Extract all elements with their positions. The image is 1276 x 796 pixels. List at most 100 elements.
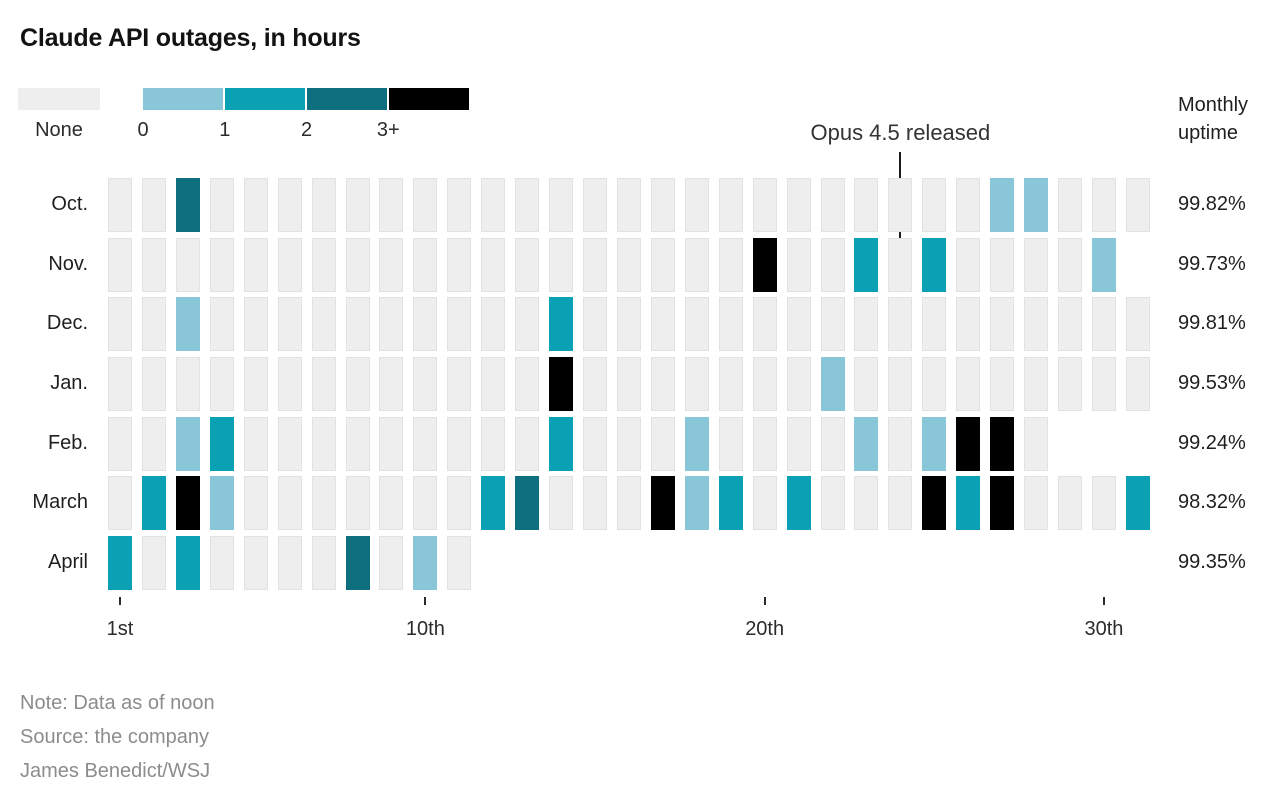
day-cell [854, 357, 879, 411]
day-cell [752, 237, 777, 292]
day-cell [956, 178, 981, 232]
day-cell [209, 357, 234, 411]
day-cell [786, 237, 811, 292]
day-cell [956, 237, 981, 292]
day-cell [141, 237, 166, 292]
uptime-value: 99.81% [1178, 312, 1246, 335]
day-cell [922, 357, 947, 411]
day-cell [413, 297, 438, 352]
x-axis-tick [119, 597, 121, 605]
legend-scale-swatch [225, 88, 305, 110]
day-cell [277, 476, 302, 531]
uptime-value: 99.82% [1178, 193, 1246, 215]
day-cell [481, 357, 506, 411]
day-cell [141, 476, 166, 531]
day-cell [956, 416, 981, 471]
day-cell [379, 237, 404, 292]
day-cell [108, 476, 132, 531]
day-cell [175, 237, 200, 292]
day-cell [616, 357, 641, 411]
day-cell [752, 178, 777, 232]
day-cell [718, 237, 743, 292]
day-cell [922, 476, 947, 531]
legend-scale-label: 0 [137, 119, 149, 141]
day-cell [311, 357, 336, 411]
day-cell [175, 476, 200, 531]
day-cell [990, 178, 1015, 232]
day-cell [583, 476, 608, 531]
day-cell [1091, 178, 1116, 232]
day-cell [549, 416, 574, 471]
uptime-column-header: Monthly uptime [1178, 94, 1249, 144]
day-cell [141, 536, 166, 591]
day-cell [209, 237, 234, 292]
day-cell [515, 476, 540, 531]
month-label: Jan. [50, 372, 88, 394]
day-cell [481, 237, 506, 292]
day-cell [481, 416, 506, 471]
day-cell [956, 297, 981, 352]
legend-scale-swatch [307, 88, 387, 110]
day-cell [379, 476, 404, 531]
day-cell [1091, 357, 1116, 411]
day-cell [108, 416, 132, 471]
day-cell [243, 297, 268, 352]
day-cell [752, 297, 777, 352]
day-cell [413, 536, 438, 591]
legend-color-ramp [143, 88, 469, 110]
day-cell [243, 357, 268, 411]
day-cell [108, 357, 132, 411]
day-cell [311, 178, 336, 232]
note-line: Note: Data as of noon [20, 692, 215, 714]
x-axis-tick-label: 30th [1084, 618, 1124, 640]
uptime-value: 99.24% [1178, 431, 1246, 454]
day-cell [684, 297, 709, 352]
day-cell [447, 536, 472, 591]
day-cell [1125, 357, 1150, 411]
legend-scale-label: 2 [300, 119, 313, 141]
day-cell [481, 178, 506, 232]
day-cell [718, 357, 743, 411]
day-cell [1024, 237, 1049, 292]
day-cell [108, 297, 132, 352]
day-cell [684, 476, 709, 531]
day-cell [684, 357, 709, 411]
day-cell [277, 416, 302, 471]
day-cell [515, 416, 540, 471]
day-cell [345, 178, 370, 232]
day-cell [820, 416, 845, 471]
day-cell [854, 416, 879, 471]
day-cell [583, 357, 608, 411]
day-cell [956, 476, 981, 531]
day-cell [854, 476, 879, 531]
month-label: Feb. [47, 431, 88, 454]
legend-scale-swatch [389, 88, 469, 110]
day-cell [345, 416, 370, 471]
day-cell [718, 178, 743, 232]
day-cell [311, 237, 336, 292]
day-cell [175, 357, 200, 411]
day-cell [786, 297, 811, 352]
day-cell [650, 416, 675, 471]
day-cell [345, 297, 370, 352]
uptime-value: 99.73% [1178, 252, 1246, 275]
x-axis-tick [763, 597, 766, 605]
day-cell [209, 178, 234, 232]
day-cell [108, 178, 132, 232]
day-cell [854, 297, 879, 352]
day-cell [515, 357, 540, 411]
day-cell [175, 536, 200, 591]
month-label: March [32, 491, 88, 514]
day-cell [820, 297, 845, 352]
day-cell [786, 357, 811, 411]
month-label: Dec. [46, 312, 88, 335]
day-cell [888, 357, 913, 411]
day-cell [752, 476, 777, 531]
day-cell [583, 178, 608, 232]
annotation-label: Opus 4.5 released [810, 120, 991, 145]
day-cell [820, 357, 845, 411]
day-cell [786, 476, 811, 531]
day-cell [345, 536, 370, 591]
day-cell [718, 416, 743, 471]
